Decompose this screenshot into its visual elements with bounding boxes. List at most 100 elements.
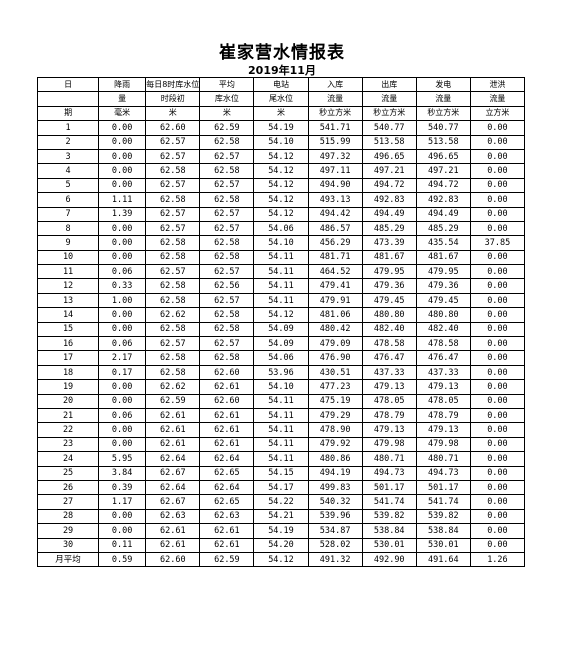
value-cell: 539.96	[307, 508, 363, 525]
value-cell: 62.62	[145, 307, 201, 323]
header-cell: 秒立方米	[415, 105, 471, 122]
value-cell: 62.58	[199, 350, 255, 366]
day-cell: 1	[36, 120, 100, 136]
value-cell: 54.11	[253, 393, 309, 409]
value-cell: 0.00	[98, 148, 147, 165]
value-cell: 501.17	[415, 479, 471, 496]
value-cell: 0.00	[98, 321, 147, 338]
value-cell: 54.10	[253, 235, 309, 251]
value-cell: 54.11	[253, 292, 309, 309]
value-cell: 54.11	[253, 436, 309, 453]
value-cell: 62.58	[145, 321, 201, 338]
table-row: 7 1.39 62.57 62.57 54.12 494.42 494.49 494.49 0.…	[36, 206, 526, 222]
value-cell: 0.00	[469, 465, 526, 481]
value-cell: 54.12	[253, 163, 309, 179]
value-cell: 479.91	[307, 292, 363, 309]
value-cell: 499.83	[307, 479, 363, 496]
value-cell: 479.09	[307, 336, 363, 352]
value-cell: 0.00	[469, 393, 526, 409]
value-cell: 540.77	[415, 120, 471, 136]
value-cell: 478.90	[307, 422, 363, 438]
value-cell: 62.61	[199, 422, 255, 438]
value-cell: 477.23	[307, 379, 363, 395]
table-row: 26 0.39 62.64 62.64 54.17 499.83 501.17 501.17 0…	[36, 479, 526, 496]
header-cell: 发电	[415, 76, 471, 93]
header-cell: 秒立方米	[361, 105, 417, 122]
value-cell: 54.12	[253, 148, 309, 165]
value-cell: 54.19	[253, 120, 309, 136]
value-cell: 475.19	[307, 393, 363, 409]
table-row: 18 0.17 62.58 62.60 53.96 430.51 437.33 437.33 0…	[36, 364, 526, 381]
value-cell: 62.58	[199, 249, 255, 266]
value-cell: 540.77	[361, 120, 417, 136]
value-cell: 54.11	[253, 451, 309, 467]
value-cell: 539.82	[415, 508, 471, 525]
value-cell: 62.58	[199, 134, 255, 150]
value-cell: 482.40	[361, 321, 417, 338]
day-cell: 23	[36, 436, 100, 453]
value-cell: 0.00	[469, 220, 526, 237]
value-cell: 54.12	[253, 206, 309, 222]
value-cell: 62.61	[145, 407, 201, 424]
table-row: 2 0.00 62.57 62.58 54.10 515.99 513.58 513.58 0.…	[36, 134, 526, 150]
value-cell: 62.64	[145, 479, 201, 496]
table-row: 13 1.00 62.58 62.57 54.11 479.91 479.45 479.45 0…	[36, 292, 526, 309]
table-row: 9 0.00 62.58 62.58 54.10 456.29 473.39 435.54 37…	[36, 235, 526, 251]
value-cell: 479.95	[415, 264, 471, 280]
value-cell: 0.00	[98, 120, 147, 136]
value-cell: 0.00	[469, 307, 526, 323]
header-cell: 降雨	[98, 76, 147, 93]
table-row: 14 0.00 62.62 62.58 54.12 481.06 480.80 480.80 0…	[36, 307, 526, 323]
value-cell: 479.45	[415, 292, 471, 309]
value-cell: 493.13	[307, 192, 363, 208]
day-cell: 17	[36, 350, 100, 366]
header-cell: 泄洪	[469, 76, 526, 93]
day-cell: 26	[36, 479, 100, 496]
value-cell: 494.19	[307, 465, 363, 481]
value-cell: 0.00	[469, 134, 526, 150]
value-cell: 0.00	[98, 235, 147, 251]
value-cell: 497.21	[415, 163, 471, 179]
value-cell: 54.10	[253, 134, 309, 150]
value-cell: 541.74	[361, 494, 417, 510]
value-cell: 0.00	[469, 163, 526, 179]
value-cell: 62.59	[199, 120, 255, 136]
value-cell: 62.57	[199, 206, 255, 222]
value-cell: 496.65	[415, 148, 471, 165]
table-row: 28 0.00 62.63 62.63 54.21 539.96 539.82 539.82 0…	[36, 508, 526, 525]
value-cell: 0.00	[469, 451, 526, 467]
value-cell: 480.80	[415, 307, 471, 323]
value-cell: 435.54	[415, 235, 471, 251]
value-cell: 62.58	[145, 278, 201, 294]
value-cell: 478.58	[415, 336, 471, 352]
value-cell: 0.00	[98, 422, 147, 438]
report-month: 2019年11月	[248, 64, 316, 77]
value-cell: 62.61	[145, 422, 201, 438]
value-cell: 62.61	[145, 436, 201, 453]
value-cell: 0.00	[469, 350, 526, 366]
table-row: 16 0.06 62.57 62.57 54.09 479.09 478.58 478.58 0…	[36, 336, 526, 352]
day-cell: 28	[36, 508, 100, 525]
value-cell: 62.61	[199, 537, 255, 553]
value-cell: 54.06	[253, 220, 309, 237]
header-cell: 每日8时库水位	[145, 76, 201, 93]
value-cell: 37.85	[469, 235, 526, 251]
value-cell: 0.00	[469, 249, 526, 266]
value-cell: 62.57	[199, 264, 255, 280]
value-cell: 0.00	[469, 407, 526, 424]
value-cell: 62.58	[199, 307, 255, 323]
value-cell: 479.13	[361, 379, 417, 395]
value-cell: 62.58	[145, 163, 201, 179]
value-cell: 491.32	[307, 551, 363, 568]
value-cell: 494.73	[361, 465, 417, 481]
value-cell: 54.09	[253, 321, 309, 338]
day-cell: 20	[36, 393, 100, 409]
value-cell: 541.74	[415, 494, 471, 510]
day-cell: 27	[36, 494, 100, 510]
value-cell: 515.99	[307, 134, 363, 150]
value-cell: 62.60	[145, 120, 201, 136]
value-cell: 62.61	[199, 407, 255, 424]
value-cell: 478.05	[361, 393, 417, 409]
value-cell: 501.17	[361, 479, 417, 496]
table-row: 29 0.00 62.61 62.61 54.19 534.87 538.84 538.84 0…	[36, 523, 526, 539]
